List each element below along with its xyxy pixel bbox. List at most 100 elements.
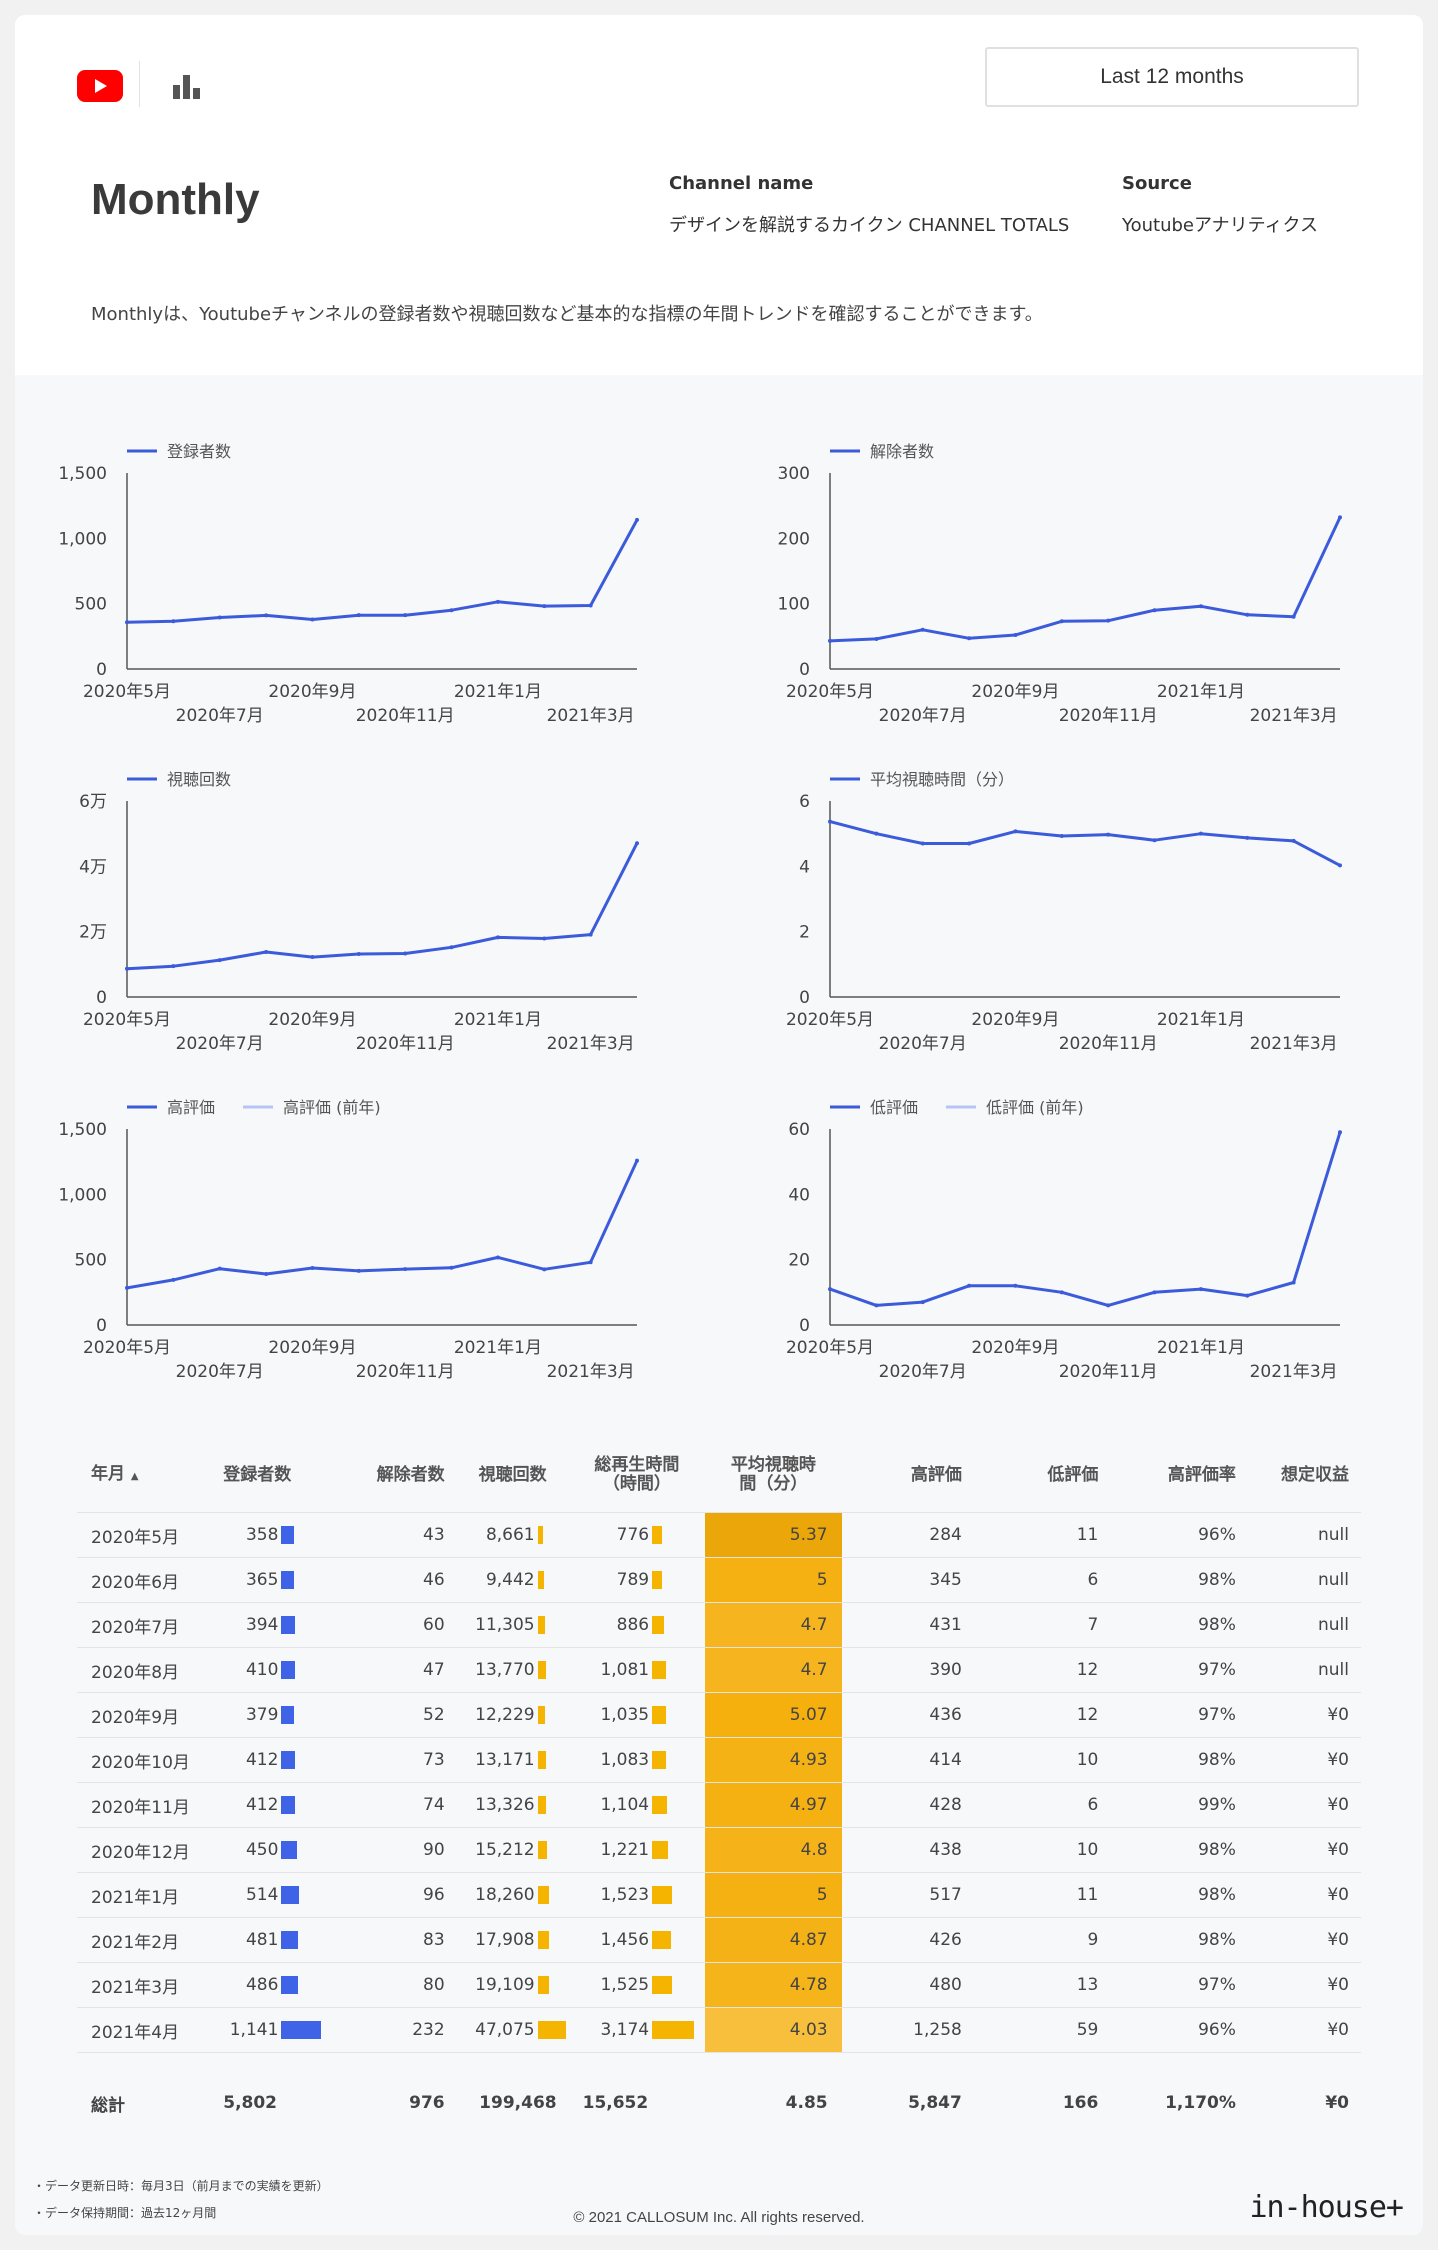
data-point — [1338, 1130, 1342, 1135]
views-bar — [537, 1931, 549, 1949]
series-line — [829, 516, 1342, 643]
data-point — [542, 936, 547, 941]
data-point — [588, 932, 593, 937]
table-row: 2020年8月 410 47 13,770 1,081 4.7 390 12 97% null — [77, 1647, 1361, 1693]
data-point — [874, 831, 879, 836]
cell-subscribers: 379 — [209, 1692, 325, 1738]
cell-avg-watch: 4.87 — [705, 1917, 842, 1963]
series-line — [126, 1159, 639, 1290]
cell-month: 2020年9月 — [77, 1692, 210, 1738]
views-bar — [537, 1886, 549, 1904]
cell-views: 12,229 — [456, 1692, 569, 1738]
data-point — [264, 1272, 269, 1277]
data-point — [828, 819, 832, 824]
cell-avg-watch: 4.03 — [705, 2007, 842, 2053]
cell-avg-watch: 4.78 — [705, 1962, 842, 2008]
col-revenue[interactable]: 想定収益 — [1281, 1464, 1349, 1485]
line-chart-svg: 解除者数 0 100 200 300 2020年5月 2020年9月 2021年1月 2020年… — [778, 442, 1342, 726]
x-tick-label: 2020年11月 — [1059, 1034, 1158, 1054]
watch-hours-bar — [652, 1661, 667, 1679]
data-point — [310, 1266, 315, 1271]
total-revenue: ¥0 — [1325, 2093, 1349, 2113]
views-bar — [537, 1706, 545, 1724]
cell-likes: 480 — [841, 1962, 974, 2008]
data-point — [125, 966, 129, 971]
data-point — [356, 951, 361, 956]
bar-chart-icon[interactable] — [173, 75, 201, 99]
cell-revenue: ¥0 — [1247, 1827, 1361, 1873]
col-subscribers[interactable]: 登録者数 — [223, 1464, 292, 1485]
data-point — [1059, 1290, 1064, 1295]
x-tick-label: 2021年1月 — [1157, 682, 1245, 702]
data-point — [1245, 1293, 1250, 1298]
views-bar — [537, 1796, 546, 1814]
total-like-rate: 1,170% — [1165, 2093, 1236, 2113]
subscribers-bar — [281, 1976, 299, 1994]
x-tick-label: 2020年9月 — [268, 1338, 356, 1358]
cell-avg-watch: 5.37 — [705, 1512, 842, 1558]
data-point — [874, 1303, 879, 1308]
y-tick-label: 1,500 — [58, 464, 107, 484]
data-point — [125, 1285, 129, 1290]
cell-watch-hours: 1,525 — [568, 1962, 706, 2008]
col-dislikes[interactable]: 低評価 — [1047, 1464, 1099, 1485]
legend-label: 登録者数 — [167, 442, 231, 461]
y-tick-label: 2万 — [79, 923, 107, 943]
col-watch-hours[interactable]: 総再生時間 （時間） — [594, 1455, 680, 1494]
col-views[interactable]: 視聴回数 — [478, 1464, 547, 1485]
copyright: © 2021 CALLOSUM Inc. All rights reserved… — [573, 2209, 865, 2226]
cell-like-rate: 99% — [1110, 1782, 1248, 1828]
report-header: Last 12 months Monthly Channel name デザイン… — [15, 15, 1423, 375]
subscribers-bar — [281, 1661, 296, 1679]
subscribers-bar — [281, 1571, 295, 1589]
x-tick-label: 2020年11月 — [1059, 1362, 1158, 1382]
cell-month: 2020年6月 — [77, 1557, 210, 1603]
data-point — [1013, 633, 1018, 638]
footer-retention-note: ・データ保持期間：過去12ヶ月間 — [33, 2206, 217, 2220]
cell-subscribers: 514 — [209, 1872, 325, 1918]
cell-avg-watch: 5 — [705, 1557, 842, 1603]
chart-avg-watch-time: 平均視聴時間（分） 0 2 4 6 2020年5月 2020年9月 2021年1月 2020年7… — [718, 733, 1421, 1057]
data-point — [1198, 604, 1203, 609]
cell-likes: 431 — [841, 1602, 974, 1648]
table-row: 2020年11月 412 74 13,326 1,104 4.97 428 6 99% ¥0 — [77, 1782, 1361, 1828]
cell-subscribers: 412 — [209, 1782, 325, 1828]
source-value: Youtubeアナリティクス — [1122, 215, 1319, 236]
data-point — [171, 619, 176, 624]
cell-unsubscribers: 43 — [324, 1512, 457, 1558]
sort-ascending-icon: ▲ — [130, 1470, 139, 1482]
x-tick-label: 2020年7月 — [176, 1034, 264, 1054]
cell-dislikes: 59 — [973, 2007, 1111, 2053]
col-avg-watch[interactable]: 平均視聴時 間（分） — [730, 1455, 816, 1494]
x-tick-label: 2020年5月 — [786, 1338, 874, 1358]
x-tick-label: 2020年5月 — [786, 1010, 874, 1030]
y-tick-label: 6万 — [79, 792, 107, 812]
watch-hours-bar — [652, 1571, 663, 1589]
data-point — [1291, 838, 1296, 843]
cell-unsubscribers: 83 — [324, 1917, 457, 1963]
date-range-selector[interactable]: Last 12 months — [985, 47, 1359, 107]
data-point — [874, 636, 879, 641]
col-likes[interactable]: 高評価 — [910, 1464, 962, 1485]
x-tick-label: 2020年9月 — [268, 1010, 356, 1030]
y-tick-label: 1,000 — [58, 1185, 107, 1205]
x-tick-label: 2020年5月 — [83, 1338, 171, 1358]
cell-watch-hours: 1,523 — [568, 1872, 706, 1918]
col-unsubscribers[interactable]: 解除者数 — [376, 1464, 445, 1485]
col-month[interactable]: 年月 ▲ — [91, 1463, 139, 1484]
col-like-rate[interactable]: 高評価率 — [1167, 1464, 1236, 1485]
y-tick-label: 200 — [778, 529, 810, 549]
cell-views: 8,661 — [456, 1512, 569, 1558]
data-point — [171, 964, 176, 969]
data-point — [588, 1260, 593, 1265]
channel-name-value: デザインを解説するカイクン CHANNEL TOTALS — [669, 215, 1070, 236]
x-tick-label: 2020年9月 — [971, 682, 1059, 702]
data-point — [542, 604, 547, 609]
cell-unsubscribers: 96 — [324, 1872, 457, 1918]
cell-month: 2020年10月 — [77, 1737, 210, 1783]
legend-label: 低評価 — [870, 1098, 918, 1117]
cell-dislikes: 13 — [973, 1962, 1111, 2008]
table-row: 2021年2月 481 83 17,908 1,456 4.87 426 9 98% ¥0 — [77, 1917, 1361, 1963]
